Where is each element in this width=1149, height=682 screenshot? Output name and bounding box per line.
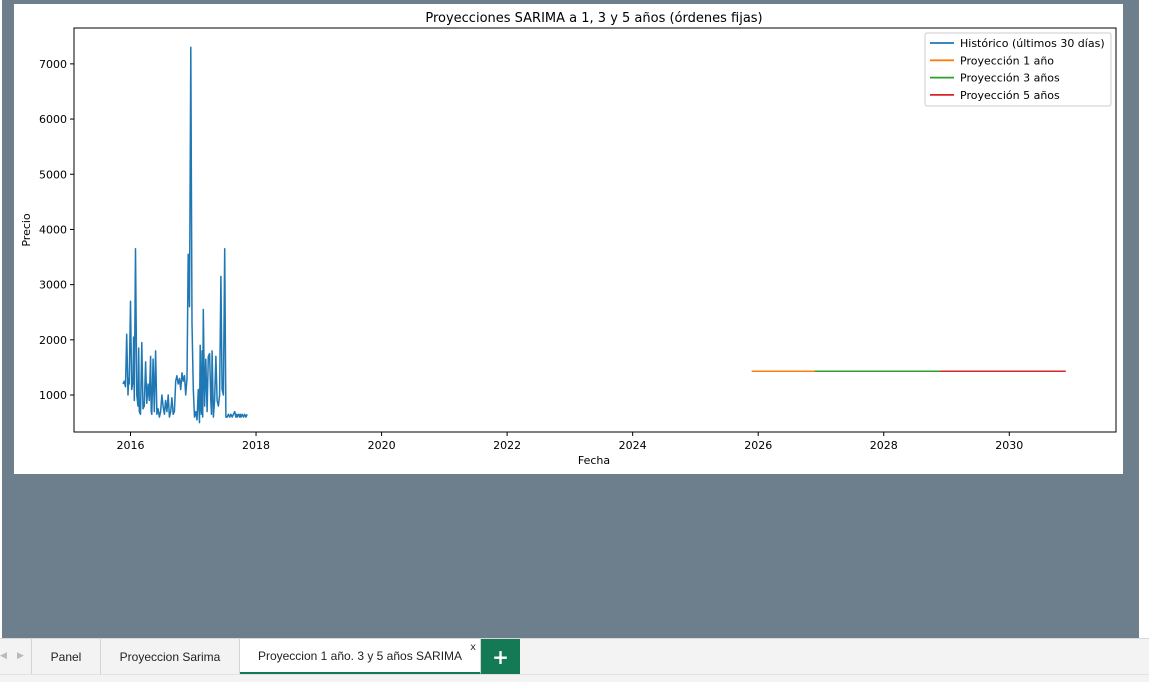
tab-label: Panel	[50, 650, 82, 664]
y-axis-title: Precio	[20, 213, 33, 247]
y-tick-label: 7000	[39, 58, 67, 71]
x-tick-label: 2020	[368, 439, 396, 452]
spreadsheet-canvas: Proyecciones SARIMA a 1, 3 y 5 años (órd…	[2, 0, 1139, 638]
legend-label: Proyección 5 años	[960, 89, 1060, 102]
tab-proyeccion-sarima[interactable]: Proyeccion Sarima	[101, 639, 240, 675]
right-margin	[1139, 0, 1149, 638]
x-axis: 2016 2018 2020 2022 2024 2026 2028 2030	[116, 432, 1023, 452]
legend-label: Proyección 1 año	[960, 54, 1054, 67]
close-icon[interactable]: x	[470, 642, 476, 653]
series-layer	[122, 46, 1066, 424]
x-tick-label: 2030	[995, 439, 1023, 452]
y-tick-label: 4000	[39, 223, 67, 236]
sheet-tab-bar: ◀ ▶ Panel Proyeccion Sarima Proyeccion 1…	[0, 638, 1149, 675]
add-sheet-button[interactable]: +	[481, 639, 520, 675]
chevron-right-icon[interactable]: ▶	[17, 651, 24, 661]
tab-label: Proyeccion 1 año. 3 y 5 años SARIMA	[257, 648, 463, 663]
chevron-left-icon[interactable]: ◀	[0, 651, 7, 661]
y-tick-label: 2000	[39, 334, 67, 347]
series-line-0	[122, 46, 248, 424]
y-tick-label: 6000	[39, 113, 67, 126]
tab-label: Proyeccion Sarima	[119, 650, 221, 664]
tab-panel[interactable]: Panel	[31, 639, 101, 675]
x-tick-label: 2026	[744, 439, 772, 452]
x-tick-label: 2028	[870, 439, 898, 452]
x-axis-title: Fecha	[578, 454, 610, 467]
sarima-projection-chart: Proyecciones SARIMA a 1, 3 y 5 años (órd…	[20, 11, 1117, 467]
y-tick-label: 3000	[39, 279, 67, 292]
x-tick-label: 2024	[619, 439, 647, 452]
x-tick-label: 2018	[242, 439, 270, 452]
plus-icon: +	[492, 645, 509, 669]
x-tick-label: 2022	[493, 439, 521, 452]
legend-box	[924, 32, 1112, 107]
y-axis: 1000 2000 3000 4000 5000 6000 7000	[39, 58, 74, 402]
x-tick-label: 2016	[116, 439, 144, 452]
chart-title: Proyecciones SARIMA a 1, 3 y 5 años (órd…	[425, 11, 762, 26]
legend-label: Histórico (últimos 30 días)	[960, 37, 1105, 50]
chart-object[interactable]: Proyecciones SARIMA a 1, 3 y 5 años (órd…	[14, 4, 1123, 474]
y-tick-label: 5000	[39, 168, 67, 181]
chart-legend: Histórico (últimos 30 días) Proyección 1 …	[924, 32, 1112, 107]
tab-proyeccion-1-3-5-sarima[interactable]: Proyeccion 1 año. 3 y 5 años SARIMA x	[240, 639, 481, 675]
y-tick-label: 1000	[39, 389, 67, 402]
status-strip	[0, 674, 1149, 682]
legend-label: Proyección 3 años	[960, 72, 1060, 85]
plot-area	[73, 27, 1117, 433]
